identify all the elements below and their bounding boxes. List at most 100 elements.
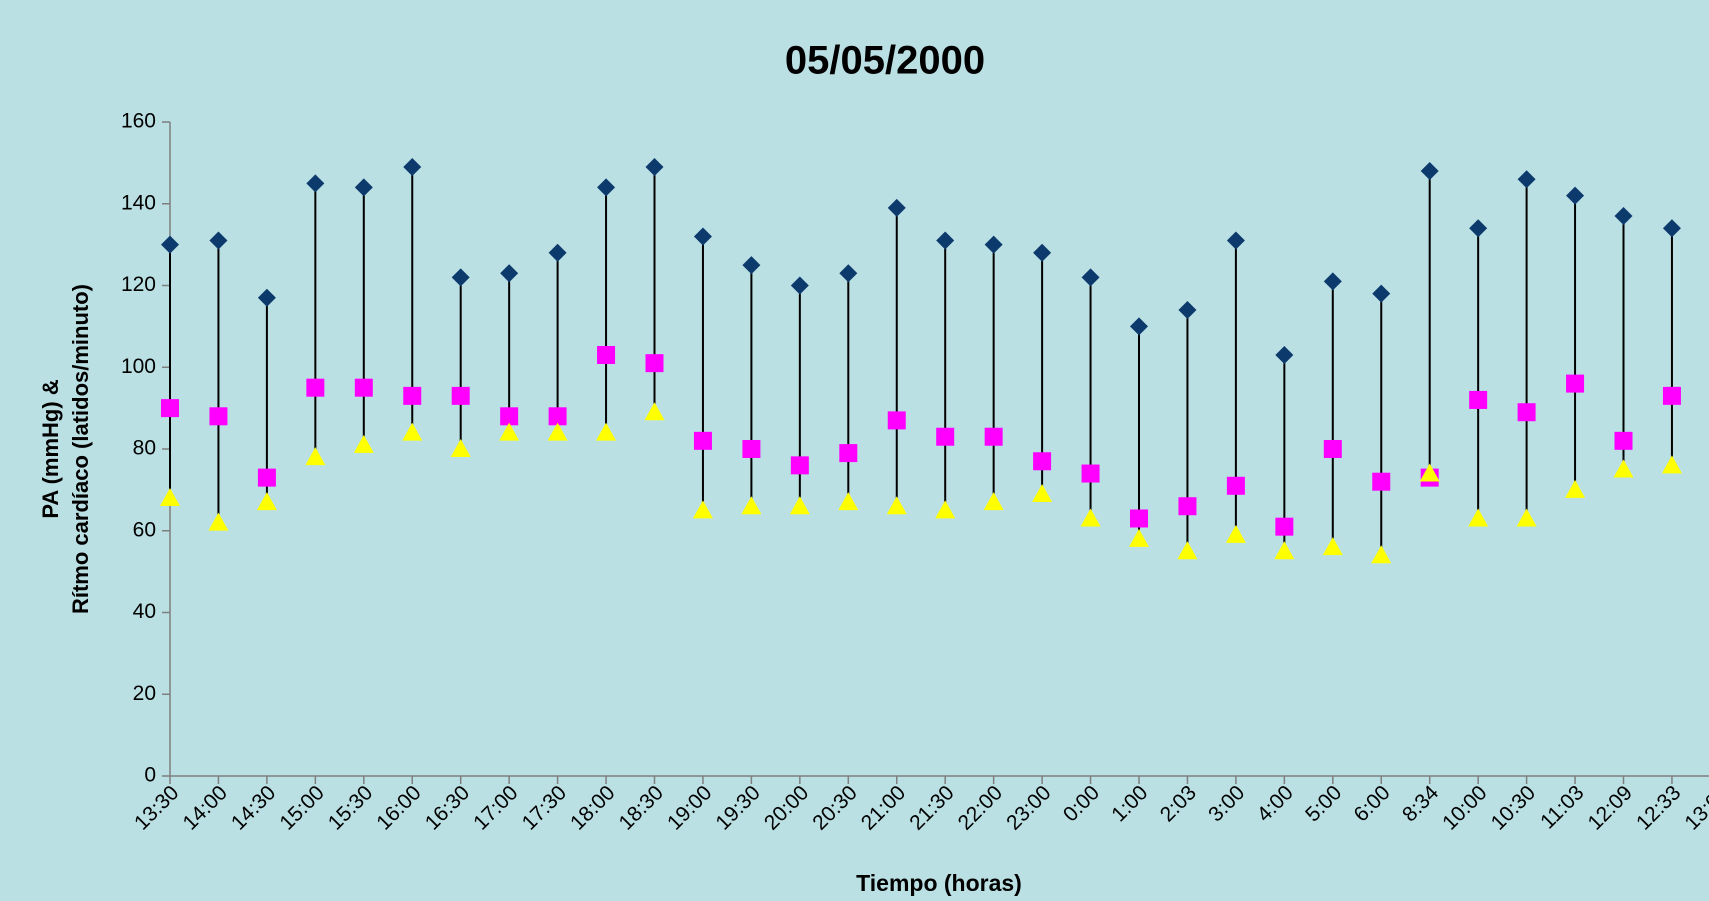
triangle-marker bbox=[1613, 459, 1634, 478]
diamond-marker bbox=[354, 178, 373, 197]
square-marker bbox=[1372, 472, 1391, 491]
triangle-marker bbox=[450, 439, 471, 457]
square-marker bbox=[1226, 476, 1245, 495]
square-marker bbox=[403, 386, 422, 405]
triangle-marker bbox=[402, 422, 423, 441]
y-axis-title: PA (mmHg) & bbox=[38, 379, 63, 518]
diamond-marker bbox=[209, 231, 228, 250]
diamond-marker bbox=[1372, 284, 1391, 303]
square-marker bbox=[1614, 431, 1633, 450]
square-marker bbox=[1517, 403, 1536, 422]
square-marker bbox=[1275, 517, 1294, 536]
triangle-marker bbox=[1032, 483, 1053, 502]
square-marker bbox=[548, 407, 567, 426]
triangle-marker bbox=[644, 402, 665, 421]
triangle-marker bbox=[208, 512, 229, 531]
y-tick-label: 120 bbox=[121, 273, 156, 296]
square-marker bbox=[1323, 440, 1342, 458]
square-marker bbox=[936, 427, 955, 446]
diamond-marker bbox=[839, 264, 858, 283]
y-tick-label: 20 bbox=[133, 682, 156, 705]
triangle-marker bbox=[1419, 463, 1440, 482]
triangle-marker bbox=[596, 422, 617, 441]
diamond-marker bbox=[1323, 272, 1342, 291]
square-marker bbox=[161, 399, 179, 418]
triangle-marker bbox=[1516, 508, 1537, 527]
triangle-marker bbox=[160, 488, 180, 507]
diamond-marker bbox=[1469, 219, 1488, 238]
square-marker bbox=[354, 378, 373, 397]
triangle-marker bbox=[547, 422, 568, 441]
diamond-marker bbox=[693, 227, 712, 246]
triangle-marker bbox=[305, 447, 326, 466]
triangle-marker bbox=[838, 492, 859, 511]
triangle-marker bbox=[1225, 524, 1246, 543]
square-marker bbox=[306, 378, 325, 397]
square-marker bbox=[742, 440, 761, 458]
diamond-marker bbox=[742, 256, 761, 275]
diamond-marker bbox=[1178, 301, 1197, 320]
triangle-marker bbox=[1322, 537, 1343, 556]
triangle-marker bbox=[1371, 545, 1392, 564]
triangle-marker bbox=[1468, 508, 1489, 527]
triangle-marker bbox=[1274, 541, 1295, 560]
y-tick-label: 80 bbox=[133, 437, 156, 460]
y-tick-label: 140 bbox=[121, 191, 156, 214]
triangle-marker bbox=[353, 434, 374, 453]
diamond-marker bbox=[1226, 231, 1245, 250]
square-marker bbox=[790, 456, 809, 475]
square-marker bbox=[984, 427, 1003, 446]
triangle-marker bbox=[1565, 479, 1586, 498]
diamond-marker bbox=[1275, 345, 1294, 364]
square-marker bbox=[500, 407, 519, 426]
triangle-marker bbox=[886, 496, 907, 515]
square-marker bbox=[1178, 497, 1197, 516]
diamond-marker bbox=[1081, 268, 1100, 287]
diamond-marker bbox=[984, 235, 1003, 254]
y-tick-label: 40 bbox=[133, 600, 156, 623]
diamond-marker bbox=[887, 198, 906, 217]
y-tick-label: 0 bbox=[144, 764, 156, 787]
diamond-marker bbox=[1517, 170, 1536, 189]
diamond-marker bbox=[161, 235, 179, 254]
triangle-marker bbox=[692, 500, 713, 519]
square-marker bbox=[1081, 464, 1100, 483]
triangle-marker bbox=[983, 492, 1004, 511]
y-axis-title: Rítmo cardíaco (latidos/minuto) bbox=[68, 284, 93, 614]
square-marker bbox=[1566, 374, 1585, 393]
square-marker bbox=[1033, 452, 1052, 471]
diamond-marker bbox=[790, 276, 809, 295]
y-tick-label: 60 bbox=[133, 518, 156, 541]
diamond-marker bbox=[306, 174, 325, 193]
square-marker bbox=[257, 468, 276, 487]
y-tick-label: 160 bbox=[121, 110, 156, 133]
triangle-marker bbox=[1080, 508, 1101, 527]
square-marker bbox=[839, 444, 858, 463]
square-marker bbox=[645, 354, 664, 373]
chart-title: 05/05/2000 bbox=[785, 39, 985, 83]
diamond-marker bbox=[1033, 243, 1052, 262]
square-marker bbox=[1130, 509, 1148, 528]
square-marker bbox=[597, 345, 616, 364]
square-marker bbox=[209, 407, 228, 426]
triangle-marker bbox=[1129, 528, 1149, 547]
square-marker bbox=[1662, 386, 1681, 405]
triangle-marker bbox=[741, 496, 762, 515]
diamond-marker bbox=[1614, 207, 1633, 226]
diamond-marker bbox=[1662, 219, 1681, 238]
diamond-marker bbox=[257, 288, 276, 307]
diamond-marker bbox=[500, 264, 519, 283]
square-marker bbox=[693, 431, 712, 450]
square-marker bbox=[451, 386, 470, 405]
diamond-marker bbox=[403, 157, 422, 176]
x-axis-title: Tiempo (horas) bbox=[856, 870, 1022, 896]
triangle-marker bbox=[256, 492, 277, 511]
y-tick-label: 100 bbox=[121, 355, 156, 378]
triangle-marker bbox=[789, 496, 810, 515]
diamond-marker bbox=[1420, 162, 1439, 181]
diamond-marker bbox=[1130, 317, 1148, 336]
diamond-marker bbox=[597, 178, 616, 197]
diamond-marker bbox=[1566, 186, 1585, 205]
triangle-marker bbox=[935, 500, 956, 519]
diamond-marker bbox=[645, 157, 664, 176]
